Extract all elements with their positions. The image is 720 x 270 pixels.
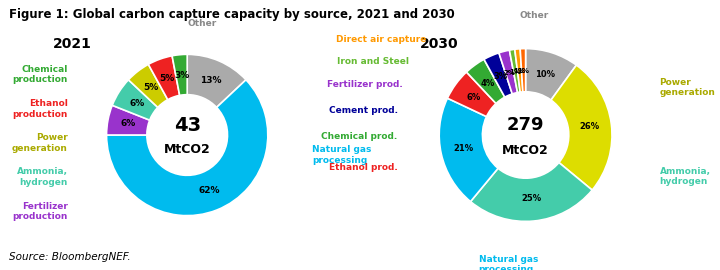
Text: 3%: 3% (493, 72, 508, 81)
Text: Direct air capture: Direct air capture (336, 35, 426, 45)
Text: 43: 43 (174, 116, 201, 135)
Wedge shape (172, 54, 187, 95)
Wedge shape (439, 98, 498, 202)
Text: 62%: 62% (199, 186, 220, 195)
Text: Ammonia,
hydrogen: Ammonia, hydrogen (660, 167, 711, 186)
Text: Ethanol
production: Ethanol production (12, 100, 68, 119)
Text: Cement prod.: Cement prod. (329, 106, 397, 115)
Text: Other: Other (520, 11, 549, 20)
Text: 26%: 26% (579, 123, 599, 131)
Text: Figure 1: Global carbon capture capacity by source, 2021 and 2030: Figure 1: Global carbon capture capacity… (9, 8, 454, 21)
Text: 279: 279 (507, 116, 544, 134)
Wedge shape (187, 54, 246, 107)
Text: 6%: 6% (121, 119, 136, 128)
Text: MtCO2: MtCO2 (503, 144, 549, 157)
Wedge shape (148, 56, 180, 100)
Text: 6%: 6% (129, 99, 145, 107)
Text: 1%: 1% (513, 68, 526, 74)
Text: 3%: 3% (174, 71, 189, 80)
Wedge shape (128, 64, 168, 107)
Text: Natural gas
processing: Natural gas processing (312, 146, 372, 165)
Wedge shape (510, 49, 520, 93)
Wedge shape (515, 49, 523, 92)
Text: 5%: 5% (143, 83, 158, 92)
Text: MtCO2: MtCO2 (164, 143, 210, 156)
Text: Ethanol prod.: Ethanol prod. (329, 163, 397, 172)
Text: 13%: 13% (200, 76, 222, 85)
Text: 1%: 1% (510, 69, 521, 75)
Text: Iron and Steel: Iron and Steel (337, 57, 409, 66)
Wedge shape (447, 72, 496, 117)
Text: 4%: 4% (481, 79, 495, 88)
Text: 6%: 6% (467, 93, 481, 102)
Wedge shape (107, 105, 150, 135)
Text: Power
generation: Power generation (660, 78, 716, 97)
Text: Chemical
production: Chemical production (12, 65, 68, 84)
Text: 21%: 21% (453, 144, 473, 153)
Text: 1%: 1% (518, 68, 530, 74)
Wedge shape (471, 163, 592, 221)
Text: Source: BloombergNEF.: Source: BloombergNEF. (9, 252, 130, 262)
Text: 5%: 5% (159, 74, 175, 83)
Text: 2021: 2021 (53, 37, 91, 51)
Wedge shape (499, 50, 518, 94)
Wedge shape (107, 80, 268, 216)
Text: Chemical prod.: Chemical prod. (321, 132, 397, 141)
Text: Fertilizer
production: Fertilizer production (12, 202, 68, 221)
Text: 2030: 2030 (420, 37, 459, 51)
Text: 10%: 10% (536, 70, 555, 79)
Wedge shape (467, 59, 505, 103)
Text: 2%: 2% (504, 70, 516, 76)
Wedge shape (526, 49, 577, 100)
Text: 25%: 25% (521, 194, 541, 203)
Text: Fertilizer prod.: Fertilizer prod. (327, 80, 403, 89)
Wedge shape (484, 53, 512, 97)
Text: Ammonia,
hydrogen: Ammonia, hydrogen (17, 167, 68, 187)
Wedge shape (551, 65, 612, 190)
Wedge shape (112, 80, 158, 120)
Text: Other: Other (187, 19, 216, 28)
Text: Natural gas
processing: Natural gas processing (479, 255, 538, 270)
Wedge shape (520, 49, 526, 92)
Text: Power
generation: Power generation (12, 133, 68, 153)
